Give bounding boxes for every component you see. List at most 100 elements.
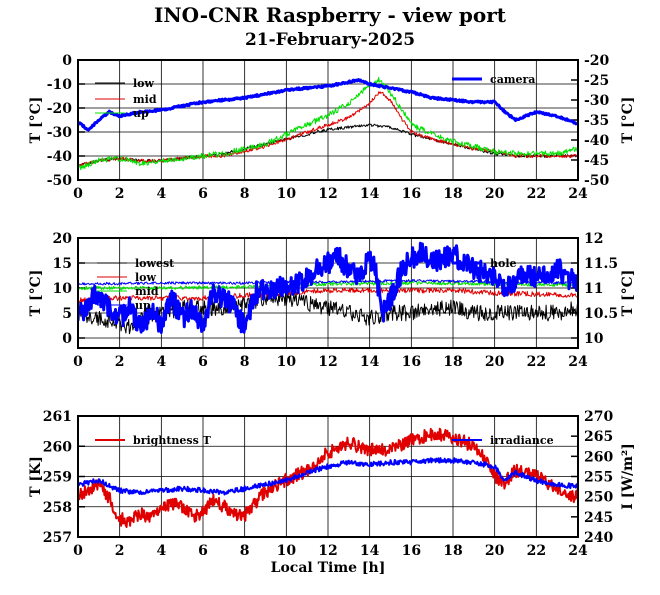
y-right-tick-label: 12 [584,231,603,247]
y-right-tick-label: 270 [584,409,613,425]
y-right-tick-label: 10 [584,331,604,347]
y-right-tick-label: 11 [584,281,603,297]
y-right-tick-label: -40 [584,133,610,149]
y-right-tick-label: 245 [584,510,613,526]
legend-label-right: irradiance [490,434,554,447]
x-tick-label: 10 [277,186,297,202]
x-tick-label: 10 [277,543,297,559]
x-tick-label: 2 [115,543,125,559]
y-tick-label: 260 [43,439,72,455]
x-tick-label: 14 [360,543,380,559]
y-right-tick-label: 265 [584,429,613,445]
series-line-low [78,287,578,304]
x-tick-label: 24 [568,186,588,202]
x-tick-label: 20 [485,186,505,202]
legend-label-right: hole [490,257,517,270]
y-right-tick-label: 260 [584,449,613,465]
legend-label-left: low [133,77,155,90]
y-tick-label: 261 [43,409,72,425]
y-right-tick-label: -50 [584,173,610,189]
x-tick-label: 24 [568,354,588,370]
series-line-brightness-t [78,427,578,528]
figure-title: INO-CNR Raspberry - view port [154,3,507,27]
y-axis-label: T [°C] [28,270,44,317]
x-tick-label: 16 [402,543,421,559]
panel-top-temperatures: 0-10-20-30-40-500 2 4 6 8 10 12 14 16 18 20 22 24-20… [28,53,636,202]
legend-label-left: brightness T [133,434,212,447]
y-tick-label: 259 [43,470,72,486]
y-right-tick-label: 11.5 [584,256,618,272]
x-tick-label: 6 [198,354,208,370]
y-axis-label: T [K] [28,456,44,497]
y-tick-label: 5 [62,306,72,322]
y-right-axis-label: I [W/m²] [620,443,636,509]
x-tick-label: 12 [318,354,337,370]
y-right-tick-label: -35 [584,113,609,129]
x-tick-label: 16 [402,354,421,370]
x-tick-label: 4 [156,186,166,202]
y-right-tick-label: 240 [584,530,613,546]
y-right-axis-label: T [°C] [620,97,636,144]
x-tick-label: 0 [73,543,83,559]
y-right-tick-label: 10.5 [584,306,618,322]
y-tick-label: 258 [43,500,72,516]
x-tick-label: 12 [318,543,337,559]
y-axis-label: T [°C] [28,97,44,144]
y-tick-label: -10 [47,77,73,93]
x-tick-label: 4 [156,543,166,559]
y-right-tick-label: 250 [584,490,613,506]
legend-label-right: camera [490,73,535,86]
series-line-camera [78,78,578,132]
x-tick-label: 8 [240,186,250,202]
x-tick-label: 20 [485,543,505,559]
legend-label-left: up [133,107,149,120]
series-line-lowest [78,290,578,335]
legend-label-left: mid [133,93,157,106]
y-tick-label: -40 [47,149,73,165]
x-tick-label: 22 [527,354,546,370]
x-tick-label: 6 [198,543,208,559]
y-tick-label: 257 [43,530,72,546]
x-tick-label: 22 [527,186,546,202]
x-tick-label: 8 [240,543,250,559]
y-right-tick-label: -45 [584,153,609,169]
x-tick-label: 0 [73,354,83,370]
y-tick-label: 15 [53,256,72,272]
legend-label-left: mid [135,285,159,298]
y-tick-label: -50 [47,173,73,189]
y-right-axis-label: T [°C] [620,270,636,317]
series-line-irradiance [78,457,578,496]
series-line-up [78,76,578,171]
x-tick-label: 22 [527,543,546,559]
x-tick-label: 6 [198,186,208,202]
x-tick-label: 18 [443,354,462,370]
plot-frame [77,415,579,538]
figure-subtitle: 21-February-2025 [245,30,415,50]
plot-frame [77,59,579,181]
x-tick-label: 2 [115,186,125,202]
x-tick-label: 14 [360,186,380,202]
x-tick-label: 24 [568,543,588,559]
x-tick-label: 8 [240,354,250,370]
x-tick-label: 16 [402,186,421,202]
y-tick-label: -30 [47,125,73,141]
y-right-tick-label: 255 [584,470,613,486]
y-tick-label: 20 [53,231,73,247]
y-tick-label: 10 [53,281,73,297]
series-line-hole [78,241,578,334]
series-line-mid [78,280,578,291]
y-right-tick-label: -30 [584,93,610,109]
x-tick-label: 12 [318,186,337,202]
y-tick-label: 0 [62,53,72,69]
x-tick-label: 18 [443,543,462,559]
legend-label-left: low [135,271,157,284]
y-right-tick-label: -20 [584,53,610,69]
x-tick-label: 0 [73,186,83,202]
x-tick-label: 2 [115,354,125,370]
x-tick-label: 18 [443,186,462,202]
y-tick-label: 0 [62,331,72,347]
legend-label-left: up [135,299,151,312]
